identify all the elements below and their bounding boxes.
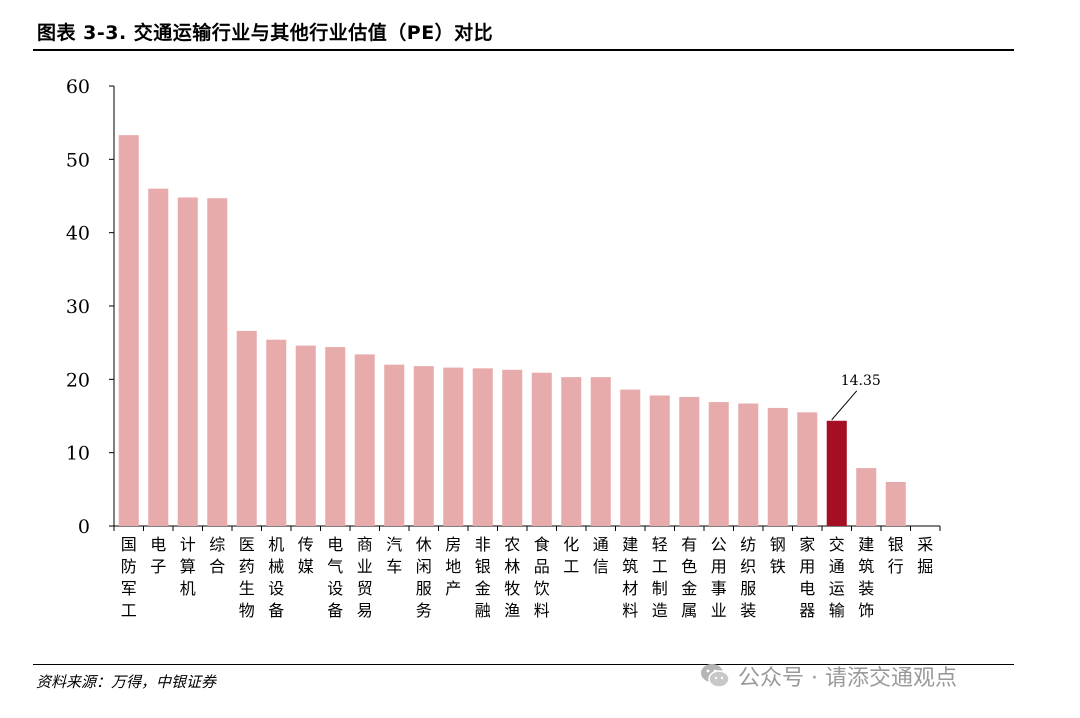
bar-3 [207,198,228,526]
chart-annotation: 14.35 [831,373,881,421]
bar-25 [856,468,877,526]
bar-21 [738,403,759,526]
category-label-12: 非银金融 [475,535,491,620]
category-label-23: 家用电器 [799,535,815,620]
category-label-11: 房地产 [445,535,461,598]
category-label-1: 电子 [150,535,166,576]
category-label-4: 医药生物 [239,535,255,620]
watermark-text: 公众号 · 请添交通观点 [738,666,957,691]
category-label-7: 电气设备 [327,535,343,620]
bar-26 [885,482,906,526]
category-label-16: 通信 [593,535,609,576]
y-tick-label: 0 [78,516,90,538]
category-label-9: 汽车 [386,535,402,576]
category-label-27: 采掘 [917,535,933,576]
category-label-5: 机械设备 [268,535,284,620]
category-label-13: 农林牧渔 [504,535,520,620]
category-label-24: 交通运输 [829,535,845,620]
bar-12 [472,368,493,526]
bar-8 [354,354,375,526]
category-label-0: 国防军工 [121,535,137,620]
bar-1 [148,188,169,526]
category-label-3: 综合 [209,535,225,576]
pe-bar-chart: 0 10 20 30 40 50 60 国防军工电子计算机综合医药生物机械设备传媒电气设备商… [66,76,941,620]
bar-15 [561,377,582,526]
bar-7 [325,347,346,526]
chart-ticks: 0 10 20 30 40 50 60 [66,76,941,538]
category-label-8: 商业贸易 [357,535,373,620]
category-label-14: 食品饮料 [534,535,550,620]
bar-13 [502,369,523,526]
source-note: 资料来源：万得，中银证券 [36,673,217,691]
annotation-label: 14.35 [841,373,881,389]
category-label-21: 纺织服装 [740,535,756,620]
bar-19 [679,396,700,526]
category-label-19: 有色金属 [681,535,697,620]
bar-18 [649,395,670,526]
bar-20 [708,402,729,526]
chart-categories: 国防军工电子计算机综合医药生物机械设备传媒电气设备商业贸易汽车休闲服务房地产非银… [121,535,934,620]
bar-4 [236,330,257,526]
bar-5 [266,339,287,526]
y-tick-label: 50 [66,149,90,171]
category-label-18: 轻工制造 [652,535,668,620]
category-label-22: 钢铁 [770,535,786,576]
bar-17 [620,389,641,526]
bar-24 [826,420,847,526]
bar-11 [443,367,464,526]
y-tick-label: 40 [66,223,90,245]
bottom-rule [33,664,1014,665]
category-label-2: 计算机 [180,535,196,598]
y-tick-label: 20 [66,369,90,391]
bar-10 [413,366,434,526]
bar-0 [118,135,139,526]
bar-2 [177,197,198,526]
wechat-icon [701,664,730,688]
category-label-17: 建筑材料 [622,535,638,620]
y-tick-label: 30 [66,296,90,318]
bar-16 [590,377,611,526]
y-tick-label: 60 [66,76,90,98]
category-label-20: 公用事业 [711,535,727,620]
bar-14 [531,372,552,526]
category-label-25: 建筑装饰 [858,535,874,620]
bar-23 [797,412,818,526]
category-label-15: 化工 [563,535,579,576]
category-label-6: 传媒 [298,535,314,576]
chart-bars [118,135,906,526]
chart-title: 图表 3-3. 交通运输行业与其他行业估值（PE）对比 [37,22,494,44]
bar-9 [384,364,405,526]
category-label-10: 休闲服务 [416,535,432,620]
category-label-26: 银行 [888,535,904,576]
watermark: 公众号 · 请添交通观点 [700,658,1050,694]
bar-6 [295,345,316,526]
annotation-leader [831,390,858,421]
top-rule [33,49,1014,51]
y-tick-label: 10 [66,443,90,465]
bar-22 [767,407,788,526]
